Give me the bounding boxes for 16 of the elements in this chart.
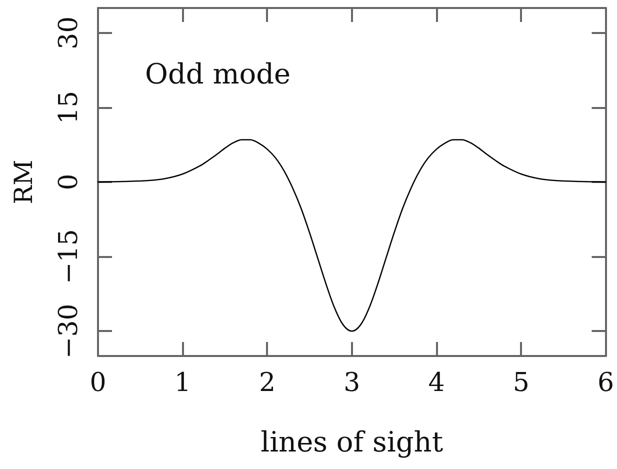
x-tick-label: 1 bbox=[174, 368, 191, 398]
y-tick-label: 15 bbox=[54, 90, 84, 124]
x-tick-label: 5 bbox=[512, 368, 530, 398]
y-tick-label: 30 bbox=[54, 16, 84, 50]
x-tick-label: 6 bbox=[597, 368, 614, 398]
x-axis-title: lines of sight bbox=[260, 426, 444, 458]
y-tick-label: −30 bbox=[54, 304, 84, 359]
line-series bbox=[97, 139, 606, 332]
y-axis-title: RM bbox=[9, 160, 38, 204]
y-tick-label: 0 bbox=[54, 174, 84, 190]
x-tick-label: 4 bbox=[428, 368, 445, 398]
x-tick-label: 3 bbox=[344, 368, 360, 398]
y-tick-label: −15 bbox=[54, 229, 84, 284]
x-tick-label: 0 bbox=[90, 368, 106, 398]
annotation: Odd mode bbox=[145, 58, 291, 90]
x-tick-label: 2 bbox=[258, 368, 276, 398]
